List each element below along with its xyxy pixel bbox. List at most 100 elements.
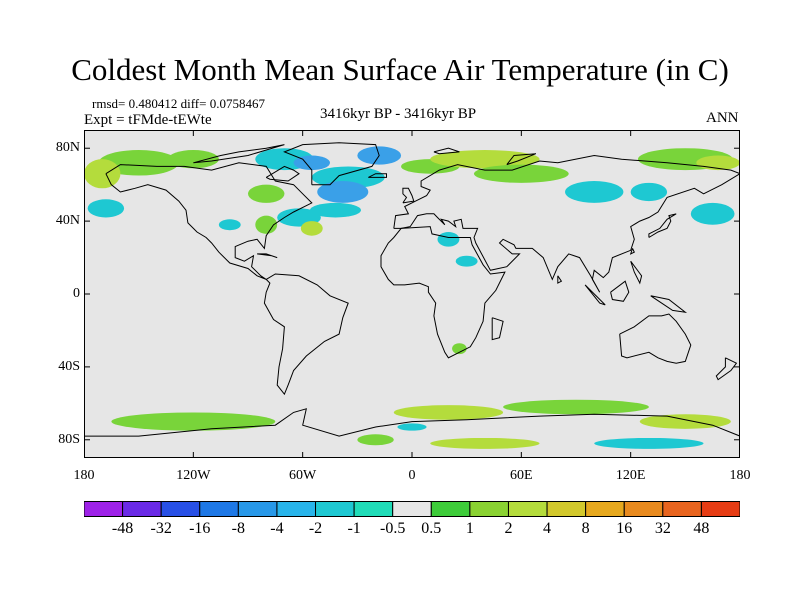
lon-label: 0 [408, 468, 416, 483]
colorbar-swatch [469, 501, 509, 517]
coastline-svalbard [433, 147, 460, 155]
colorbar-swatch [662, 501, 702, 517]
coastline-philippines [630, 260, 643, 285]
colorbar-swatch [353, 501, 394, 517]
coastline-novaya-zemlya [506, 153, 537, 166]
tick-marks [84, 130, 740, 458]
coastline-north-america [105, 162, 313, 280]
coastline-japan [648, 213, 677, 238]
colorbar-label: 0.5 [421, 520, 442, 537]
anomaly-patch [309, 202, 361, 218]
colorbar-label: -32 [150, 520, 172, 537]
colorbar-label: 32 [654, 520, 671, 537]
anomaly-patch [437, 232, 460, 247]
anomaly-patch [357, 434, 394, 446]
season-text: ANN [706, 110, 739, 126]
colorbar-label: 2 [504, 520, 513, 537]
lon-label: 180 [73, 468, 95, 483]
coastline-arctic-isles [193, 144, 285, 164]
anomaly-patch [87, 199, 125, 218]
anomaly-patch [255, 215, 278, 234]
colorbar-swatch [160, 501, 201, 517]
coastlines [84, 142, 740, 437]
lat-label: 0 [73, 286, 80, 301]
coastline-south-america [263, 273, 349, 396]
anomaly-patch [393, 405, 504, 420]
colorbar-swatches [84, 501, 740, 517]
lon-label: 120W [176, 468, 211, 483]
anomaly-patch [630, 182, 668, 202]
anomaly-patch [111, 412, 276, 431]
map-panel [84, 130, 740, 458]
colorbar-swatch [237, 501, 278, 517]
anomaly-layer [84, 146, 740, 449]
anomaly-patch [639, 414, 731, 429]
colorbar-label: -4 [270, 520, 284, 537]
anomaly-patch [84, 159, 121, 189]
coastline-new-guinea [650, 295, 688, 313]
coastline-iceland [368, 173, 387, 178]
colorbar-swatch [585, 501, 625, 517]
lon-label: 180 [729, 468, 751, 483]
coastline-africa [380, 226, 506, 359]
colorbar-swatch [546, 501, 587, 517]
anomaly-patch [317, 181, 369, 203]
lat-label: 40N [55, 213, 80, 229]
colorbar-swatch [392, 501, 432, 517]
colorbar-label: -1 [347, 520, 361, 537]
coastline-cuba [257, 253, 278, 259]
colorbar-label: -48 [111, 520, 134, 537]
anomaly-patch [218, 219, 241, 231]
anomaly-patch [167, 150, 219, 169]
coastline-baffin [265, 165, 300, 182]
coastline-sri-lanka [557, 275, 563, 284]
world-map [84, 130, 740, 458]
anomaly-patch [300, 221, 323, 236]
experiment-text: Expt = tFMde-tEWte [84, 112, 212, 128]
coastline-eurasia [393, 154, 740, 293]
anomaly-patch [430, 437, 540, 449]
colorbar-swatch [623, 501, 664, 517]
colorbar-swatch [276, 501, 317, 517]
colorbar-label: 16 [616, 520, 633, 537]
anomaly-patch [248, 184, 285, 203]
colorbar-label: 48 [693, 520, 710, 537]
colorbar-label: -0.5 [380, 520, 406, 537]
anomaly-patch [690, 202, 735, 225]
stats-text: rmsd= 0.480412 diff= 0.0758467 [92, 96, 265, 111]
anomaly-patch [565, 181, 624, 203]
anomaly-patch [430, 150, 540, 169]
colorbar-swatch [507, 501, 548, 517]
colorbar [84, 501, 740, 517]
anomaly-patch [452, 343, 467, 355]
coastline-borneo [610, 280, 630, 302]
map-title: Coldest Month Mean Surface Air Temperatu… [71, 52, 729, 87]
lon-label: 60E [510, 468, 533, 483]
colorbar-swatch [700, 501, 740, 517]
lon-label: 60W [289, 468, 317, 483]
coastline-sumatra [584, 284, 606, 306]
coastline-antarctica [84, 408, 740, 437]
lat-label: 40S [58, 358, 80, 374]
colorbar-label: -16 [189, 520, 211, 537]
colorbar-label: -2 [308, 520, 323, 537]
period-text: 3416kyr BP - 3416kyr BP [320, 106, 477, 122]
coastline-madagascar [491, 317, 504, 341]
lon-label: 120E [615, 468, 646, 483]
anomaly-patch [594, 437, 704, 449]
coastline-new-zealand [715, 357, 738, 381]
coastline-greenland [283, 142, 380, 186]
coastline-britain [402, 187, 415, 204]
colorbar-label: 1 [465, 520, 474, 537]
colorbar-swatch [315, 501, 355, 517]
anomaly-patch [503, 399, 649, 415]
colorbar-swatch [84, 501, 124, 517]
anomaly-patch [455, 255, 478, 267]
coastline-australia [619, 313, 692, 364]
lat-label: 80N [55, 140, 80, 156]
anomaly-patch [397, 423, 427, 431]
colorbar-label: -8 [231, 520, 245, 537]
colorbar-swatch [430, 501, 471, 517]
lat-label: 80S [58, 431, 80, 447]
anomaly-patch [473, 164, 569, 183]
